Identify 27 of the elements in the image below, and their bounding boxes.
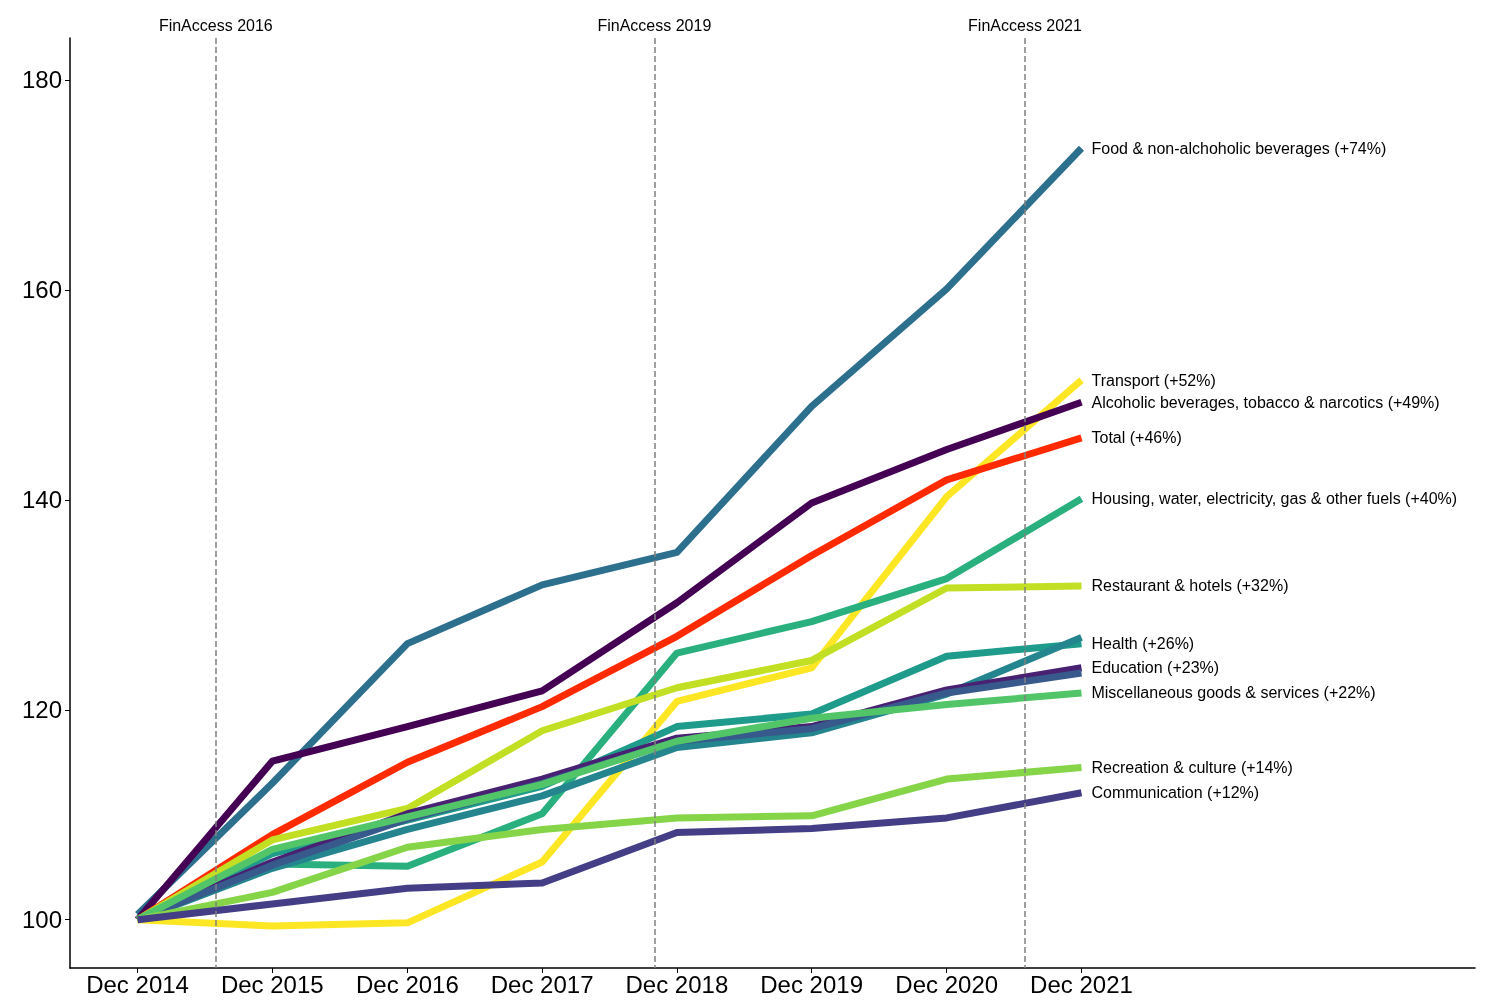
ref-line-label: FinAccess 2016 [158,16,273,34]
y-tick-label: 160 [21,276,62,304]
series-label: Transport (+52%) [1091,371,1216,389]
x-tick-label: Dec 2020 [895,970,999,998]
series-label: Total (+46%) [1091,429,1182,447]
x-tick-label: Dec 2017 [490,970,594,998]
series-label: Alcoholic beverages, tobacco & narcotics (+49%) [1091,393,1440,411]
y-tick-label: 120 [21,696,62,724]
series-label: Food & non-alchoholic beverages (+74%) [1091,139,1387,157]
x-tick-label: Dec 2014 [86,970,189,998]
x-tick-label: Dec 2015 [220,970,324,998]
y-tick-label: 180 [21,66,62,94]
series-label: Recreation & culture (+14%) [1091,759,1293,777]
x-tick-label: Dec 2018 [625,970,729,998]
y-tick-label: 100 [21,906,62,934]
series-label: Education (+23%) [1091,659,1220,677]
ref-line-label: FinAccess 2019 [597,16,712,34]
series-label: Housing, water, electricity, gas & other fuels (+40%) [1091,490,1458,508]
series-label: Health (+26%) [1091,635,1195,653]
series-label: Communication (+12%) [1091,784,1260,802]
x-tick-label: Dec 2019 [760,970,864,998]
ref-line-label: FinAccess 2021 [968,16,1083,34]
x-tick-label: Dec 2021 [1030,970,1133,998]
x-tick-label: Dec 2016 [356,970,459,998]
y-tick-label: 140 [21,486,62,514]
series-label: Miscellaneous goods & services (+22%) [1091,684,1376,702]
series-label: Restaurant & hotels (+32%) [1091,577,1289,595]
